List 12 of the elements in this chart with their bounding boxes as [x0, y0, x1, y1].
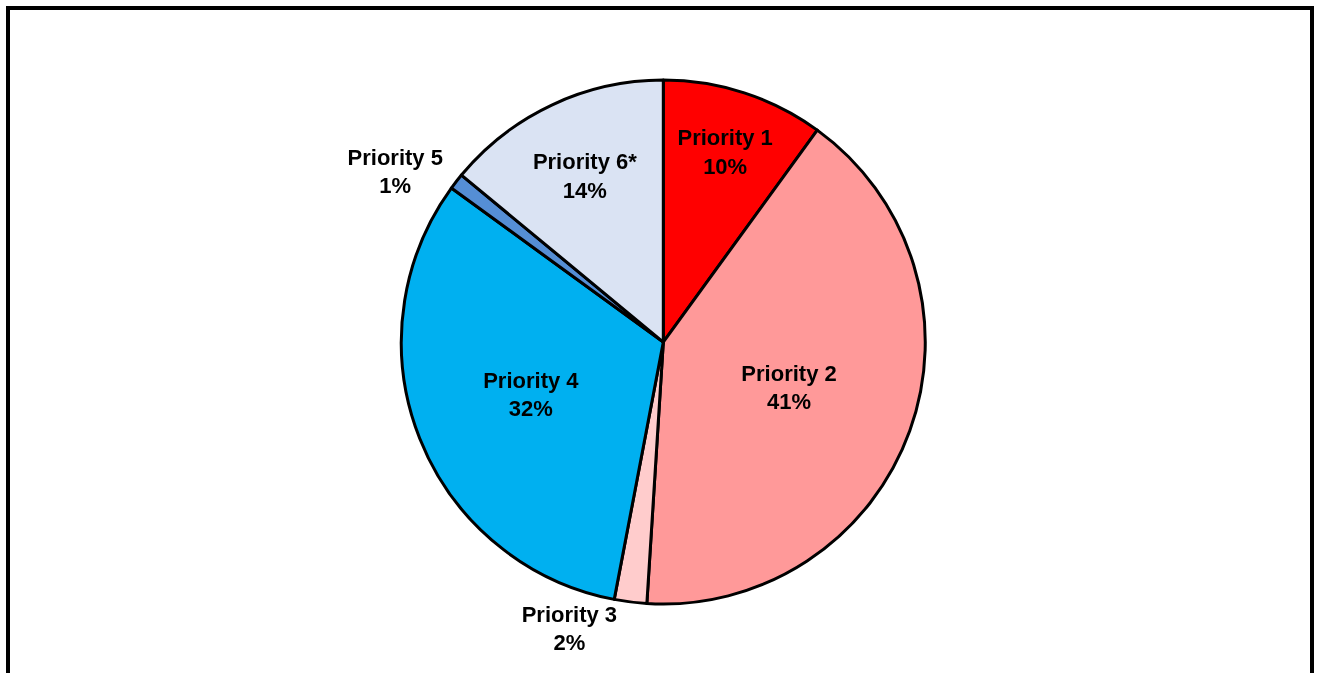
slice-label: Priority 6* — [532, 149, 638, 174]
slice-label: Priority 1 — [677, 124, 773, 150]
slice-label: Priority 4 — [483, 367, 580, 393]
data-label: 14% — [562, 177, 607, 203]
data-label: 41% — [767, 389, 812, 415]
data-label: 10% — [703, 153, 748, 179]
slice-label: Priority 3 — [521, 601, 618, 627]
slice-label: Priority 5 — [347, 144, 443, 170]
slice-label: Priority 2 — [741, 360, 837, 386]
data-label: 32% — [508, 396, 553, 422]
data-label: 2% — [553, 630, 586, 656]
data-label: 1% — [379, 173, 412, 199]
